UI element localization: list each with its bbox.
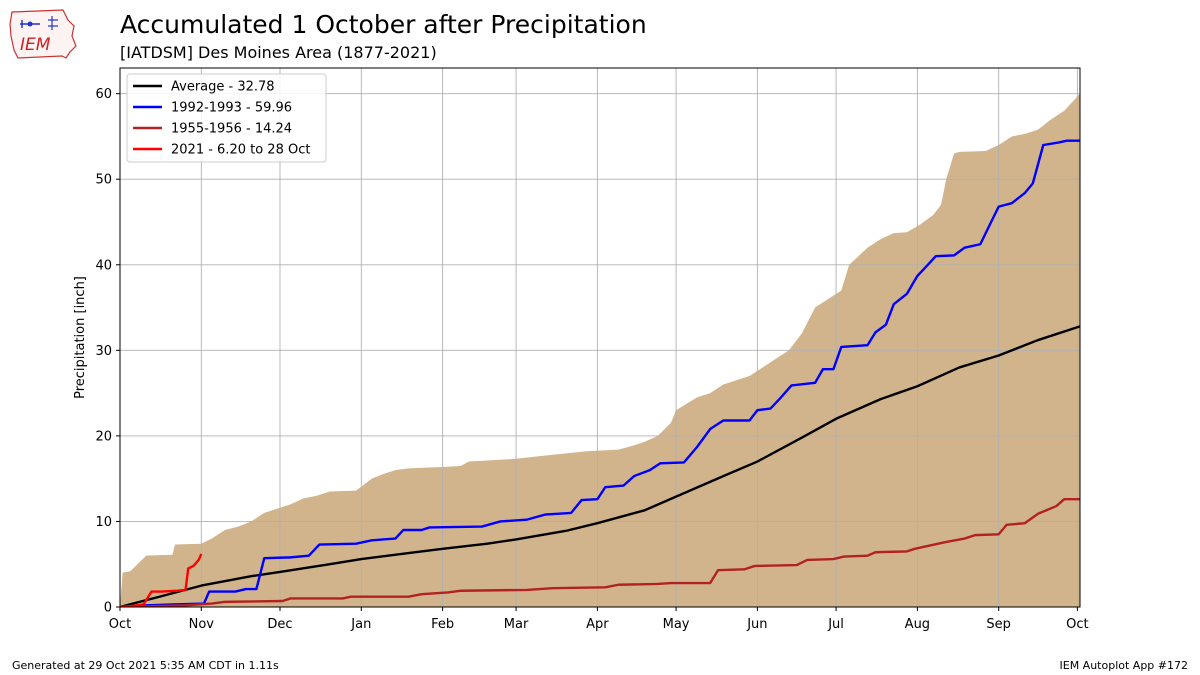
y-tick-label: 10: [95, 515, 112, 530]
logo-text: IEM: [20, 35, 51, 55]
axes-layer: Oct Nov Dec Jan Feb Mar Apr May Jun Jul Aug Sep Oct0…: [73, 67, 1089, 632]
x-tick-label: Sep: [986, 617, 1011, 632]
x-tick-label: Jun: [746, 617, 767, 632]
iem-logo: IEM: [8, 6, 80, 60]
y-tick-label: 50: [95, 173, 112, 188]
x-tick-label: Oct: [1066, 617, 1088, 632]
x-tick-label: Apr: [586, 617, 609, 632]
range-band: [120, 93, 1080, 607]
series-line-2: [120, 139, 1080, 607]
y-axis-label: Precipitation [inch]: [73, 276, 88, 399]
x-tick-label: Dec: [267, 617, 292, 632]
iem-logo-graphic: IEM: [9, 9, 77, 59]
legend-box: [126, 73, 327, 163]
legend-label-1: Average - 32.78: [171, 80, 275, 95]
series-line-3: [120, 498, 1080, 607]
y-tick-label: 40: [95, 258, 112, 273]
chart-title: Accumulated 1 October after Precipitatio…: [120, 10, 647, 39]
legend-label-4: 2021 - 6.20 to 28 Oct: [171, 143, 310, 158]
y-tick-label: 20: [95, 429, 112, 444]
y-tick-label: 0: [104, 601, 112, 616]
y-tick-label: 30: [95, 344, 112, 359]
x-tick-label: Mar: [504, 617, 529, 632]
footer-app-id: IEM Autoplot App #172: [1059, 659, 1189, 672]
legend-label-3: 1955-1956 - 14.24: [171, 122, 292, 137]
range-band-layer: [120, 93, 1080, 607]
plot-frame: [119, 67, 1081, 608]
series-layer: [120, 139, 1080, 607]
legend-label-2: 1992-1993 - 59.96: [171, 101, 292, 116]
footer-generated: Generated at 29 Oct 2021 5:35 AM CDT in …: [12, 659, 279, 672]
x-tick-label: Feb: [431, 617, 454, 632]
x-tick-label: Jul: [827, 617, 844, 632]
chart-subtitle: [IATDSM] Des Moines Area (1877-2021): [120, 43, 437, 62]
y-tick-label: 60: [95, 87, 112, 102]
series-line-4: [120, 553, 203, 607]
x-tick-label: Aug: [905, 617, 930, 632]
x-tick-label: Jan: [350, 617, 371, 632]
series-line-1: [120, 325, 1080, 607]
x-tick-label: May: [663, 617, 690, 632]
legend: Average - 32.78 1992-1993 - 59.96 1955-195…: [126, 73, 327, 163]
x-tick-label: Oct: [109, 617, 131, 632]
x-tick-label: Nov: [189, 617, 215, 632]
